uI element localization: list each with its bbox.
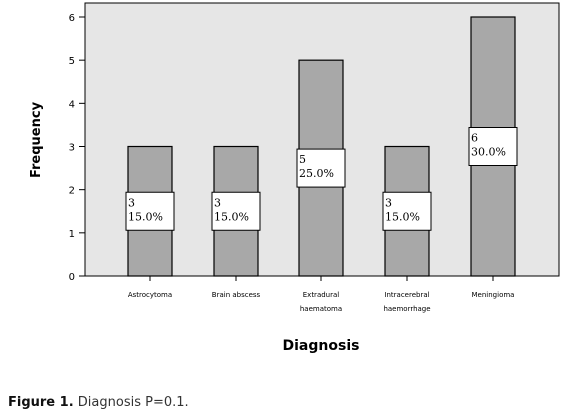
data-label-box <box>125 191 175 231</box>
data-label-box <box>468 127 518 166</box>
data-label-percent: 15.0% <box>214 210 249 223</box>
data-label-count: 6 <box>471 132 478 145</box>
x-tick-label: Extradural <box>303 291 340 299</box>
x-tick-label: Brain abscess <box>212 291 261 299</box>
data-label: 315.0% <box>211 191 261 231</box>
x-tick-label: Meningioma <box>472 291 515 299</box>
y-tick-label: 4 <box>69 99 75 110</box>
caption-text: Diagnosis P=0.1. <box>77 395 189 410</box>
x-axis: Astrocytoma Brain abscess Extradural haemat… <box>128 276 515 313</box>
data-label-percent: 25.0% <box>299 167 334 180</box>
y-tick-label: 1 <box>69 229 75 240</box>
data-label: 630.0% <box>468 127 518 166</box>
y-tick-label: 2 <box>69 186 75 197</box>
data-label-box <box>296 148 346 188</box>
data-label: 315.0% <box>125 191 175 231</box>
data-label-box <box>211 191 261 231</box>
y-tick-label: 5 <box>69 56 75 67</box>
x-tick-label: Intracerebral <box>384 291 429 299</box>
data-label: 315.0% <box>382 191 432 231</box>
y-tick-label: 6 <box>69 13 75 24</box>
data-label-count: 3 <box>214 196 221 209</box>
y-tick-label: 0 <box>69 272 75 283</box>
x-tick-label: Astrocytoma <box>128 291 172 299</box>
y-tick-label: 3 <box>69 143 75 154</box>
data-labels: 315.0%315.0%525.0%315.0%630.0% <box>125 127 518 231</box>
figure-caption: Figure 1. Diagnosis P=0.1. <box>8 395 189 410</box>
data-label-percent: 15.0% <box>128 210 163 223</box>
caption-lead: Figure 1. <box>8 395 74 410</box>
data-label-box <box>382 191 432 231</box>
data-label: 525.0% <box>296 148 346 188</box>
x-tick-label: haemorrhage <box>383 305 430 313</box>
y-axis-label: Frequency <box>29 101 44 178</box>
data-label-count: 5 <box>299 153 306 166</box>
data-label-count: 3 <box>385 196 392 209</box>
x-tick-label: haematoma <box>300 305 342 313</box>
data-label-percent: 15.0% <box>385 210 420 223</box>
data-label-count: 3 <box>128 196 135 209</box>
x-axis-label: Diagnosis <box>283 338 360 354</box>
data-label-percent: 30.0% <box>471 146 506 159</box>
y-axis: 0 1 2 3 4 5 6 <box>69 13 85 283</box>
